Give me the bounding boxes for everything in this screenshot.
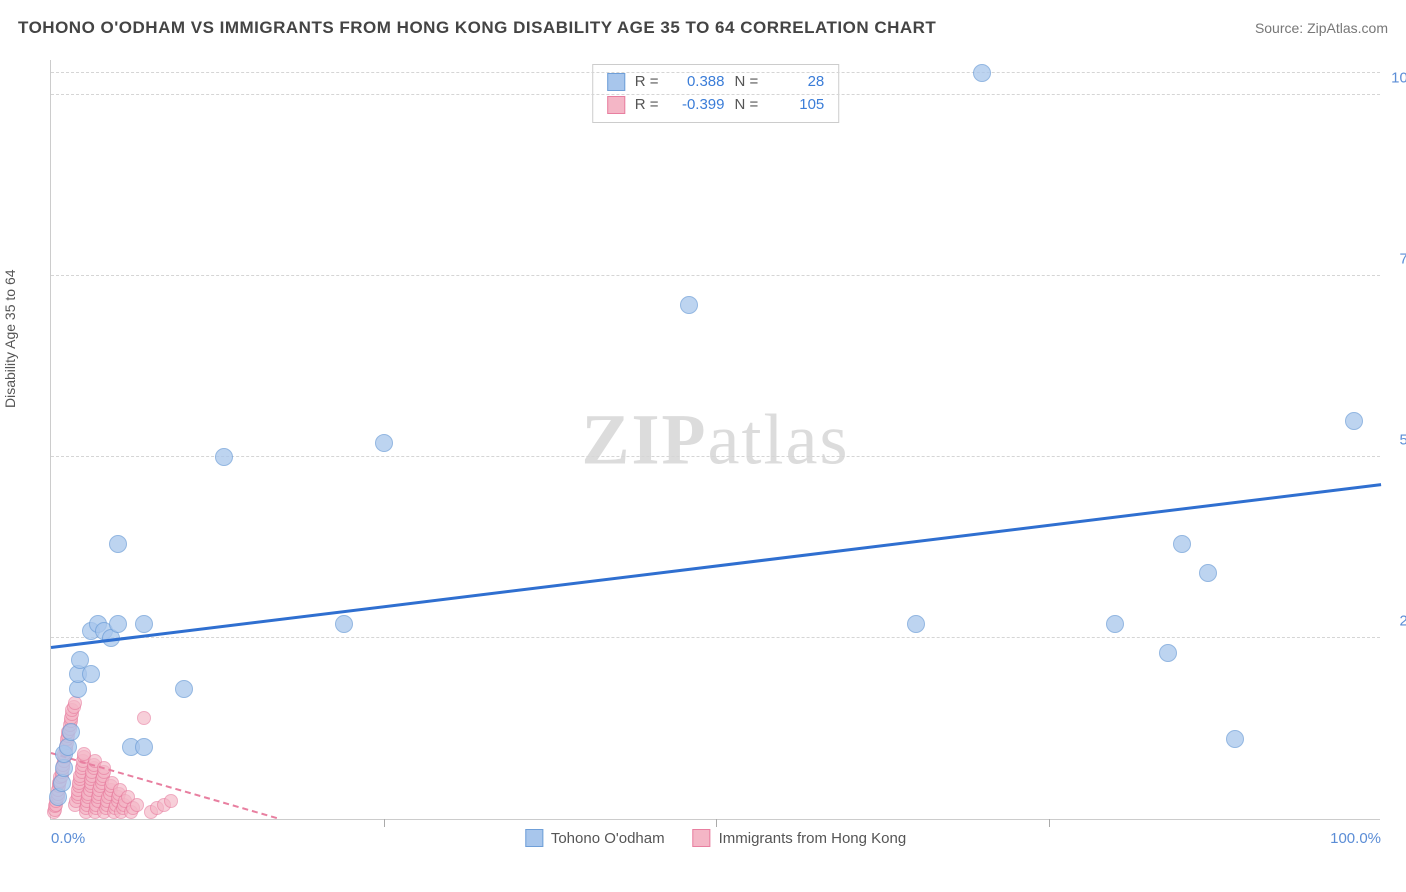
- x-tick: [384, 819, 385, 827]
- chart-source: Source: ZipAtlas.com: [1255, 20, 1388, 36]
- legend-r-label: R =: [635, 71, 659, 94]
- trend-line-a: [51, 483, 1381, 649]
- scatter-point-a: [1106, 615, 1124, 633]
- x-tick: [716, 819, 717, 827]
- chart-header: TOHONO O'ODHAM VS IMMIGRANTS FROM HONG K…: [18, 18, 1388, 38]
- scatter-point-a: [109, 535, 127, 553]
- chart-title: TOHONO O'ODHAM VS IMMIGRANTS FROM HONG K…: [18, 18, 936, 38]
- scatter-point-a: [175, 680, 193, 698]
- legend-r-value-b: -0.399: [669, 94, 725, 117]
- scatter-point-a: [1345, 412, 1363, 430]
- legend-swatch-b-icon: [607, 96, 625, 114]
- x-tick-label: 0.0%: [51, 830, 85, 847]
- legend-item-b: Immigrants from Hong Kong: [693, 829, 907, 847]
- scatter-point-a: [135, 615, 153, 633]
- scatter-point-a: [1159, 644, 1177, 662]
- legend-stats-row-a: R = 0.388 N = 28: [607, 71, 825, 94]
- scatter-point-a: [1199, 564, 1217, 582]
- scatter-point-a: [62, 723, 80, 741]
- scatter-point-a: [135, 738, 153, 756]
- watermark-part2: atlas: [708, 399, 850, 479]
- scatter-point-b: [164, 794, 178, 808]
- scatter-point-a: [215, 448, 233, 466]
- watermark-part1: ZIP: [582, 399, 708, 479]
- watermark: ZIPatlas: [582, 398, 850, 481]
- scatter-point-a: [1226, 730, 1244, 748]
- gridline-h: [51, 275, 1380, 276]
- legend-label-b: Immigrants from Hong Kong: [719, 830, 907, 847]
- legend-series: Tohono O'odham Immigrants from Hong Kong: [525, 829, 906, 847]
- scatter-point-a: [335, 615, 353, 633]
- x-tick: [1049, 819, 1050, 827]
- y-tick-label: 50.0%: [1399, 432, 1406, 449]
- scatter-point-a: [375, 434, 393, 452]
- gridline-h: [51, 72, 1380, 73]
- legend-n-label-b: N =: [735, 94, 759, 117]
- legend-item-a: Tohono O'odham: [525, 829, 665, 847]
- legend-swatch-b-bottom-icon: [693, 829, 711, 847]
- gridline-h: [51, 456, 1380, 457]
- scatter-point-a: [1173, 535, 1191, 553]
- scatter-point-a: [907, 615, 925, 633]
- x-tick-label: 100.0%: [1330, 830, 1381, 847]
- y-tick-label: 100.0%: [1391, 70, 1406, 87]
- legend-swatch-a-icon: [607, 73, 625, 91]
- legend-stats-row-b: R = -0.399 N = 105: [607, 94, 825, 117]
- legend-n-label: N =: [735, 71, 759, 94]
- gridline-h: [51, 94, 1380, 95]
- y-tick-label: 25.0%: [1399, 613, 1406, 630]
- scatter-point-b: [130, 798, 144, 812]
- legend-n-value-a: 28: [768, 71, 824, 94]
- legend-swatch-a-bottom-icon: [525, 829, 543, 847]
- scatter-point-a: [82, 665, 100, 683]
- scatter-point-a: [680, 296, 698, 314]
- legend-n-value-b: 105: [768, 94, 824, 117]
- scatter-point-a: [973, 64, 991, 82]
- y-tick-label: 75.0%: [1399, 251, 1406, 268]
- gridline-h: [51, 637, 1380, 638]
- scatter-point-b: [68, 696, 82, 710]
- chart-plot-area: ZIPatlas R = 0.388 N = 28 R = -0.399 N =…: [50, 60, 1380, 820]
- scatter-point-a: [109, 615, 127, 633]
- legend-r-label-b: R =: [635, 94, 659, 117]
- legend-label-a: Tohono O'odham: [551, 830, 665, 847]
- scatter-point-b: [137, 711, 151, 725]
- y-axis-label: Disability Age 35 to 64: [2, 269, 18, 408]
- legend-r-value-a: 0.388: [669, 71, 725, 94]
